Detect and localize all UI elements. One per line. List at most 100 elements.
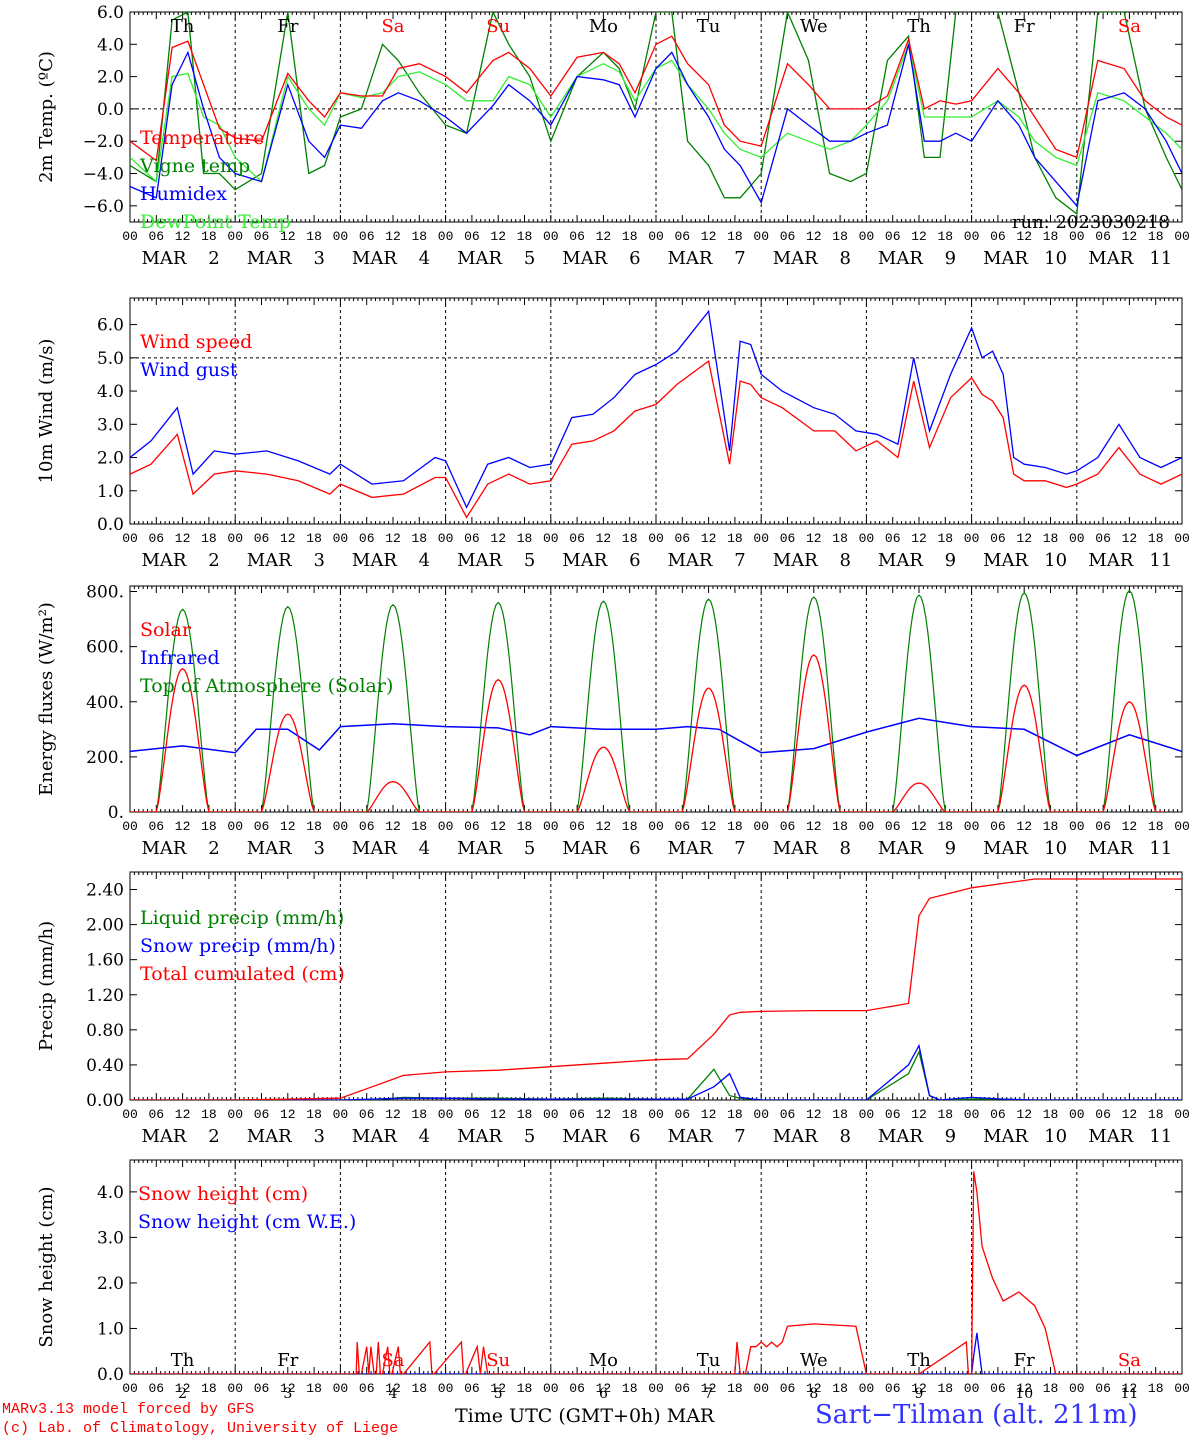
day-date-label: 8	[839, 1126, 850, 1147]
bottom-date-label: 2	[178, 1386, 187, 1400]
day-date-label: 10	[1044, 248, 1067, 269]
hour-tick-label: 06	[674, 1107, 690, 1122]
hour-tick-label: 12	[596, 819, 612, 834]
legend-wind-speed: Wind speed	[140, 331, 252, 353]
y-tick-label: 4.0	[97, 1183, 124, 1203]
series-infrared	[130, 717, 1182, 757]
bottom-date-label: 7	[704, 1386, 713, 1400]
hour-tick-label: 18	[727, 531, 743, 546]
hour-tick-label: 00	[122, 229, 138, 244]
bottom-date-label: 10	[1015, 1386, 1033, 1400]
bottom-date-label: 4	[389, 1386, 398, 1400]
weekday-label: We	[800, 1350, 828, 1371]
day-month-label: MAR	[457, 838, 502, 859]
y-tick-label: 3.0	[97, 415, 124, 435]
hour-tick-label: 12	[911, 1107, 927, 1122]
y-tick-label: 2.0	[97, 68, 124, 88]
hour-tick-label: 12	[1016, 1381, 1032, 1396]
day-month-label: MAR	[352, 248, 397, 269]
weekday-label: Sa	[381, 16, 404, 37]
hour-tick-label: 00	[227, 1107, 243, 1122]
hour-tick-label: 00	[1069, 1381, 1085, 1396]
hour-tick-label: 12	[596, 531, 612, 546]
day-date-label: 3	[313, 550, 324, 571]
day-month-label: MAR	[773, 550, 818, 571]
hour-tick-label: 06	[990, 531, 1006, 546]
day-month-label: MAR	[668, 1126, 713, 1147]
hour-tick-label: 18	[727, 819, 743, 834]
hour-tick-label: 18	[727, 229, 743, 244]
day-date-label: 8	[839, 248, 850, 269]
hour-tick-label: 12	[596, 1381, 612, 1396]
hour-tick-label: 00	[438, 229, 454, 244]
hour-tick-label: 18	[306, 819, 322, 834]
hour-tick-label: 00	[648, 819, 664, 834]
hour-tick-label: 00	[859, 819, 875, 834]
hour-tick-label: 06	[254, 819, 270, 834]
hour-tick-label: 18	[306, 531, 322, 546]
hour-tick-label: 00	[122, 1381, 138, 1396]
hour-tick-label: 12	[701, 229, 717, 244]
y-tick-label: 2.0	[97, 449, 124, 469]
hour-tick-label: 12	[701, 531, 717, 546]
hour-tick-label: 06	[780, 1107, 796, 1122]
hour-tick-label: 12	[280, 1381, 296, 1396]
hour-tick-label: 00	[333, 531, 349, 546]
day-month-label: MAR	[983, 838, 1028, 859]
day-month-label: MAR	[562, 838, 607, 859]
hour-tick-label: 06	[674, 229, 690, 244]
weekday-label: Mo	[589, 16, 618, 37]
weekday-label: Fr	[277, 1350, 298, 1371]
hour-tick-label: 18	[832, 819, 848, 834]
hour-tick-label: 00	[543, 1381, 559, 1396]
day-date-label: 11	[1149, 1126, 1172, 1147]
hour-tick-label: 18	[201, 229, 217, 244]
y-axis-label: Energy fluxes (W/m²)	[36, 602, 57, 796]
hour-tick-label: 00	[227, 819, 243, 834]
time-axis-title: Time UTC (GMT+0h) MAR	[455, 1405, 714, 1427]
hour-tick-label: 18	[1043, 229, 1059, 244]
day-month-label: MAR	[878, 838, 923, 859]
day-month-label: MAR	[1088, 838, 1133, 859]
hour-tick-label: 12	[280, 229, 296, 244]
hour-tick-label: 06	[569, 531, 585, 546]
weekday-label: Su	[486, 1350, 510, 1371]
hour-tick-label: 18	[517, 229, 533, 244]
hour-tick-label: 18	[411, 229, 427, 244]
hour-tick-label: 12	[490, 819, 506, 834]
day-date-label: 5	[524, 838, 535, 859]
hour-tick-label: 00	[543, 229, 559, 244]
series-dewpoint-temp	[130, 41, 1182, 183]
day-month-label: MAR	[457, 550, 502, 571]
hour-tick-label: 12	[701, 819, 717, 834]
hour-tick-label: 18	[1043, 1107, 1059, 1122]
series-snow-height-cm-w-e-	[130, 1332, 1182, 1374]
series-liquid-precip-mm-h-	[130, 1049, 1182, 1100]
hour-tick-label: 06	[148, 1107, 164, 1122]
hour-tick-label: 18	[201, 819, 217, 834]
day-month-label: MAR	[983, 550, 1028, 571]
station-name: Sart−Tilman (alt. 211m)	[815, 1400, 1138, 1430]
weekday-label: Fr	[1014, 16, 1035, 37]
hour-tick-label: 06	[569, 229, 585, 244]
y-tick-label: 200.	[86, 748, 124, 768]
hour-tick-label: 00	[964, 229, 980, 244]
day-month-label: MAR	[1088, 248, 1133, 269]
hour-tick-label: 00	[648, 531, 664, 546]
hour-tick-label: 12	[1122, 1381, 1138, 1396]
hour-tick-label: 06	[464, 531, 480, 546]
temperature-lines	[130, 12, 1182, 216]
hour-tick-label: 12	[280, 531, 296, 546]
model-credit: MARv3.13 model forced by GFS	[2, 1401, 255, 1418]
day-month-label: MAR	[773, 838, 818, 859]
day-date-label: 6	[629, 550, 640, 571]
panel-3: 800. 600. 400. 200. 0. Energy fluxes (W/m²) 00…	[36, 583, 1190, 859]
hour-tick-label: 12	[806, 1381, 822, 1396]
hour-tick-label: 12	[490, 531, 506, 546]
y-tick-label: 0.0	[97, 100, 124, 120]
run-annotation: run: 2023030218	[1012, 212, 1170, 233]
y-axis-label: Snow height (cm)	[36, 1186, 57, 1347]
y-tick-label: 2.40	[86, 881, 124, 901]
hour-tick-label: 06	[885, 1107, 901, 1122]
weekday-label: Th	[171, 1350, 195, 1371]
